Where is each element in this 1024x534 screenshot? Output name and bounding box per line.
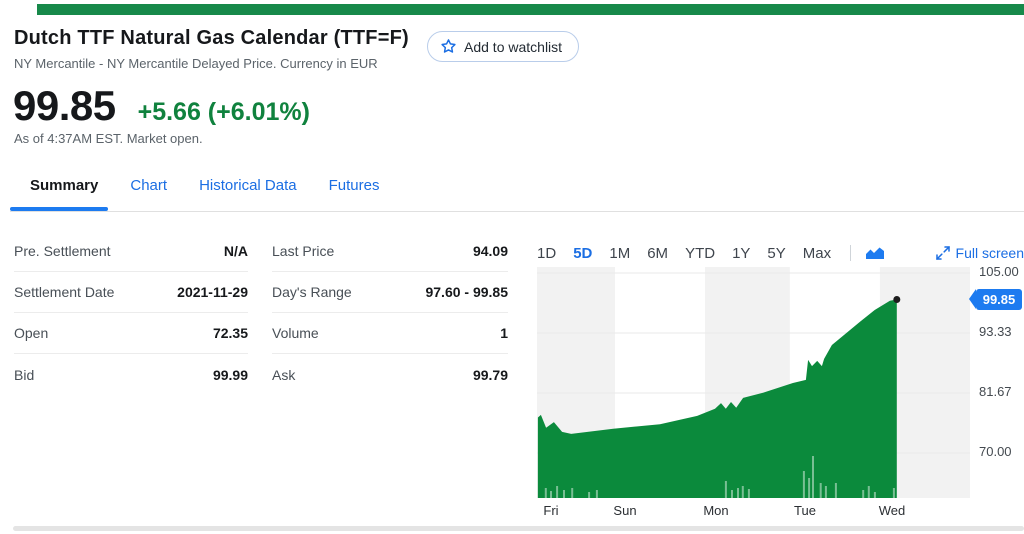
stat-label: Open [14,325,49,341]
stat-value: 2021-11-29 [177,284,248,300]
chart-toolbar: 1D 5D 1M 6M YTD 1Y 5Y Max Full screen [537,243,1024,263]
stats-column-right: Last Price 94.09 Day's Range 97.60 - 99.… [272,231,508,395]
quote-timestamp: As of 4:37AM EST. Market open. [14,131,203,146]
active-tab-indicator [10,207,108,211]
stats-row: Settlement Date 2021-11-29 [14,272,248,313]
stats-row: Volume 1 [272,313,508,354]
full-screen-label: Full screen [955,245,1024,261]
stat-label: Day's Range [272,284,352,300]
expand-icon [935,246,950,260]
stats-row: Pre. Settlement N/A [14,231,248,272]
star-icon [441,39,456,53]
stats-row: Day's Range 97.60 - 99.85 [272,272,508,313]
horizontal-scrollbar[interactable] [13,526,1024,531]
range-button-5d[interactable]: 5D [573,244,593,262]
tab-summary[interactable]: Summary [30,177,99,194]
stat-value: 97.60 - 99.85 [425,284,508,300]
chart-style-button[interactable] [865,246,885,260]
current-price: 99.85 [13,82,116,129]
stats-row: Bid 99.99 [14,354,248,395]
stat-label: Bid [14,366,35,383]
range-button-1y[interactable]: 1Y [732,244,751,262]
stats-column-left: Pre. Settlement N/A Settlement Date 2021… [14,231,248,395]
stat-label: Last Price [272,243,335,259]
stats-row: Ask 99.79 [272,354,508,395]
price-chart[interactable] [537,267,970,498]
stat-label: Ask [272,366,296,383]
x-axis-label: Sun [613,503,637,518]
tab-futures[interactable]: Futures [328,177,380,194]
area-chart-icon [866,247,885,259]
y-axis-label: 93.33 [979,324,1012,339]
range-button-max[interactable]: Max [802,244,832,262]
range-button-1d[interactable]: 1D [537,244,557,262]
stat-value: 94.09 [472,243,508,259]
stat-label: Volume [272,325,319,341]
x-axis-label: Fri [543,503,559,518]
x-axis-label: Mon [703,503,729,518]
exchange-subtitle: NY Mercantile - NY Mercantile Delayed Pr… [14,56,378,71]
price-row: 99.85 +5.66 (+6.01%) [13,82,310,130]
top-accent-bar [37,4,1024,15]
watchlist-label: Add to watchlist [464,38,563,55]
y-axis: 105.00 93.33 81.67 70.00 [979,264,1024,498]
x-axis-label: Tue [794,503,816,518]
x-axis-label: Wed [878,503,906,518]
range-button-1m[interactable]: 1M [609,244,631,262]
range-button-6m[interactable]: 6M [647,244,669,262]
stat-label: Pre. Settlement [14,243,111,259]
last-price-badge: 99.85 [969,289,1022,311]
y-axis-label: 81.67 [979,383,1012,399]
toolbar-divider [850,245,852,261]
stat-value: 99.99 [212,366,248,383]
range-button-ytd[interactable]: YTD [685,244,716,262]
tab-chart[interactable]: Chart [130,177,168,194]
range-button-5y[interactable]: 5Y [767,244,786,262]
stat-value: 1 [500,325,508,341]
page-title: Dutch TTF Natural Gas Calendar (TTF=F) [14,27,409,49]
stat-value: 72.35 [212,325,248,341]
full-screen-button[interactable]: Full screen [935,245,1024,261]
stats-row: Last Price 94.09 [272,231,508,272]
tab-bar-divider [10,211,1024,212]
y-axis-label: 105.00 [979,264,1019,279]
y-axis-label: 70.00 [979,443,1012,459]
add-to-watchlist-button[interactable]: Add to watchlist [427,31,580,62]
price-change: +5.66 (+6.01%) [137,98,310,126]
tab-bar: Summary Chart Historical Data Futures [30,177,379,194]
stat-label: Settlement Date [14,284,115,300]
stats-row: Open 72.35 [14,313,248,354]
stat-value: 99.79 [472,366,508,383]
stat-value: N/A [223,243,248,259]
tab-historical-data[interactable]: Historical Data [199,177,297,194]
